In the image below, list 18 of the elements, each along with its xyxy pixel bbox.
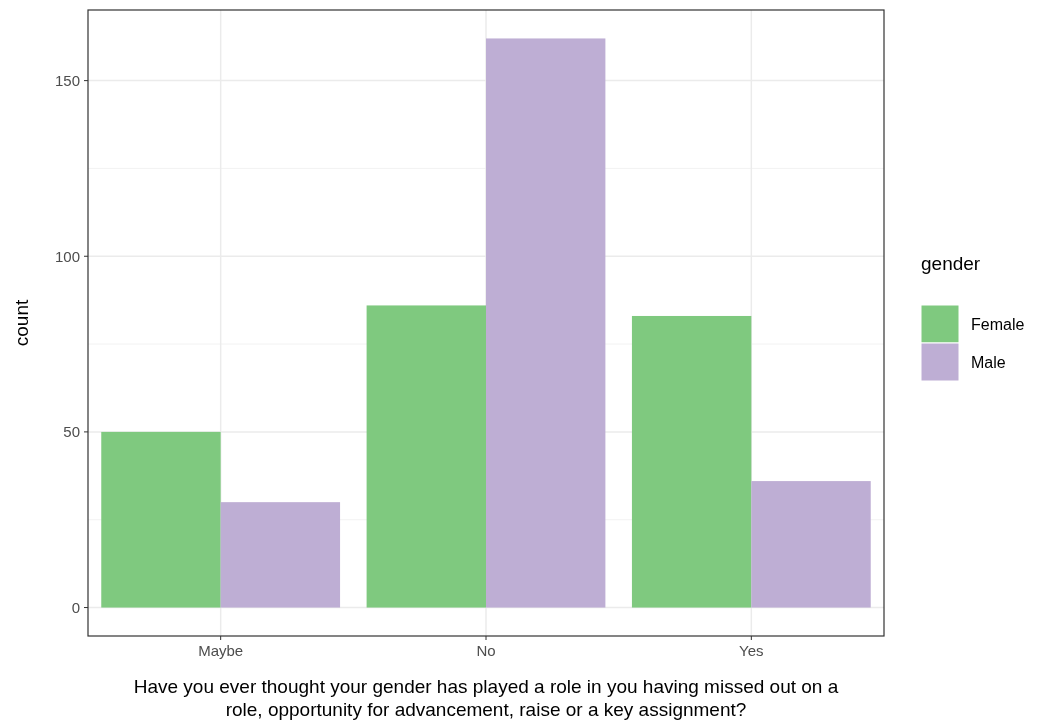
bar	[101, 431, 221, 608]
x-axis-title: Have you ever thought your gender has played a role in you having missed out on a role, opportunity for advancement, raise or a key assignment?	[133, 676, 839, 720]
bar	[220, 502, 341, 608]
y-tick-label: 100	[54, 247, 80, 265]
bar	[631, 315, 752, 608]
legend-title: gender	[921, 253, 981, 274]
y-tick-label: 0	[71, 598, 80, 616]
bar	[751, 481, 871, 608]
x-tick-label: No	[476, 642, 496, 659]
y-tick-label: 150	[54, 71, 80, 89]
legend-label: Female	[971, 315, 1025, 333]
y-tick-label: 50	[63, 423, 80, 441]
x-tick-label: Yes	[739, 642, 764, 659]
x-tick-label: Maybe	[198, 642, 244, 659]
bar	[366, 305, 486, 608]
legend-label: Male	[971, 353, 1006, 371]
bar	[486, 38, 606, 608]
y-axis-title: count	[11, 299, 32, 347]
